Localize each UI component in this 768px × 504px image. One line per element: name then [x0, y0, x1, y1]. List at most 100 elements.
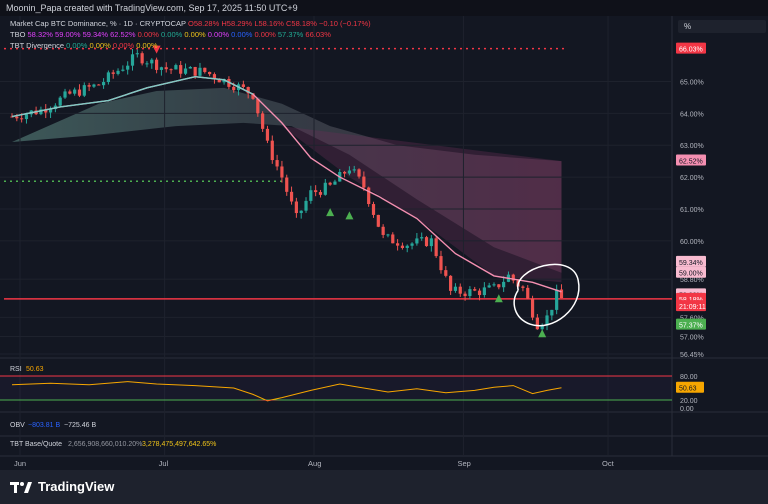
candle-body	[410, 243, 414, 246]
candle-body	[502, 281, 506, 288]
legend-row-tbo: TBO 58.32% 59.00% 59.34% 62.52% 0.00% 0.…	[10, 30, 371, 41]
price-label-bg	[676, 318, 706, 330]
candle-body	[265, 128, 270, 141]
credit-text: Moonin_Papa created with TradingView.com…	[6, 3, 298, 13]
buy-signal-triangle	[494, 294, 503, 303]
candle-body	[559, 289, 564, 299]
candle-body	[20, 118, 24, 120]
price-label-bg	[676, 266, 706, 278]
candle-body	[39, 109, 43, 115]
candle-body	[135, 53, 139, 55]
chart-svg[interactable]: 65.00% 64.00% 63.00% 62.00% 61.00% 60.00% 58.8…	[0, 16, 768, 470]
candle-body	[342, 171, 347, 174]
candle-body	[434, 238, 438, 257]
tbo-v3: 59.34%	[82, 30, 109, 39]
candle-body	[521, 286, 525, 288]
candle-body	[217, 79, 221, 83]
candle-body	[121, 69, 125, 71]
candle-body	[453, 286, 458, 291]
price-label-bg	[676, 300, 706, 312]
hand-drawn-circle-annotation	[513, 263, 580, 327]
candle-body	[463, 293, 467, 297]
rsi-tick-label: 20.00	[680, 398, 698, 405]
candle-body	[140, 53, 144, 64]
candle-body	[545, 315, 549, 326]
candle-body	[256, 98, 260, 114]
candle-body	[367, 187, 371, 205]
buy-signal-triangle	[326, 208, 335, 217]
candle-body	[415, 238, 419, 244]
ohlc-change: −0.10 (−0.17%)	[318, 19, 371, 28]
candle-body	[352, 169, 356, 171]
candle-body	[92, 84, 96, 87]
tbo-fast-line-bull	[11, 75, 254, 118]
candle-body	[477, 290, 482, 296]
symbol-title[interactable]: Market Cap BTC Dominance, % · 1D · CRYPT…	[10, 19, 186, 28]
tbt-name[interactable]: TBT Divergence	[10, 41, 65, 50]
tbo-v4: 62.52%	[110, 30, 136, 39]
obv-value-1: −803.81 B	[28, 422, 60, 429]
rsi-band-fill	[0, 376, 672, 400]
tbt-v2: 0.00%	[89, 41, 111, 50]
tbt-value-2: 3,278,475,497,642.65%	[142, 441, 216, 448]
candle-body	[405, 245, 409, 249]
tbo-v6: 0.00%	[161, 30, 183, 39]
price-label-text: 59.34%	[679, 260, 703, 267]
ohlc-high: H58.29%	[221, 19, 253, 28]
tbo-name[interactable]: TBO	[10, 30, 26, 39]
tbt-value-1: 2,656,908,660,010.20%	[68, 441, 142, 448]
candle-body	[289, 191, 294, 202]
tbo-v2: 59.00%	[55, 30, 81, 39]
chart-area[interactable]: 65.00% 64.00% 63.00% 62.00% 61.00% 60.00% 58.8…	[0, 16, 768, 470]
tradingview-icon	[10, 481, 32, 493]
candle-body	[68, 91, 72, 94]
x-tick-label: Jun	[14, 459, 26, 468]
price-label-text: 62.52%	[679, 158, 703, 165]
candle-body	[116, 70, 120, 74]
candle-body	[424, 237, 429, 247]
candle-body	[208, 71, 212, 75]
obv-value-2: −725.46 B	[64, 422, 96, 429]
candle-body	[198, 67, 202, 76]
candle-body	[323, 182, 327, 195]
ohlc-open: O58.28%	[187, 19, 220, 28]
candle-body	[261, 113, 265, 129]
candle-body	[58, 97, 62, 106]
y-tick-label: 62.00%	[680, 175, 704, 182]
y-tick-label: 64.00%	[680, 111, 704, 118]
price-label-text: 59.00%	[679, 271, 703, 278]
candle-body	[44, 109, 48, 113]
candle-body	[429, 238, 433, 247]
candle-body	[294, 201, 298, 214]
candle-body	[63, 91, 67, 98]
candle-body	[222, 78, 226, 83]
candle-body	[304, 200, 308, 211]
candle-body	[150, 59, 154, 64]
candle-body	[145, 63, 149, 65]
y-tick-label: 61.00%	[680, 207, 704, 214]
candle-body	[188, 66, 192, 69]
candle-body	[357, 169, 361, 177]
candle-body	[101, 82, 106, 86]
candle-body	[10, 116, 14, 118]
legend-row-symbol: Market Cap BTC Dominance, % · 1D · CRYPT…	[10, 19, 371, 30]
candle-body	[270, 140, 274, 161]
tbo-cloud	[12, 87, 562, 273]
tbt-v1: 0.00%	[66, 41, 88, 50]
candle-body	[174, 65, 178, 70]
candle-body	[106, 72, 110, 83]
candle-body	[362, 176, 366, 188]
percent-scale-button[interactable]: %	[678, 20, 766, 33]
brand-name: TradingView	[38, 479, 115, 494]
candle-body	[376, 214, 380, 227]
y-tick-label: 58.80%	[680, 277, 704, 284]
rsi-value: 50.63	[26, 366, 44, 373]
tradingview-logo[interactable]: TradingView	[10, 479, 114, 494]
candle-body	[169, 69, 173, 71]
candle-body	[487, 285, 491, 288]
y-tick-label: 63.00%	[680, 143, 704, 150]
candle-body	[492, 284, 496, 286]
x-tick-label: Oct	[602, 459, 615, 468]
candle-body	[535, 317, 539, 330]
candle-body	[318, 192, 323, 195]
